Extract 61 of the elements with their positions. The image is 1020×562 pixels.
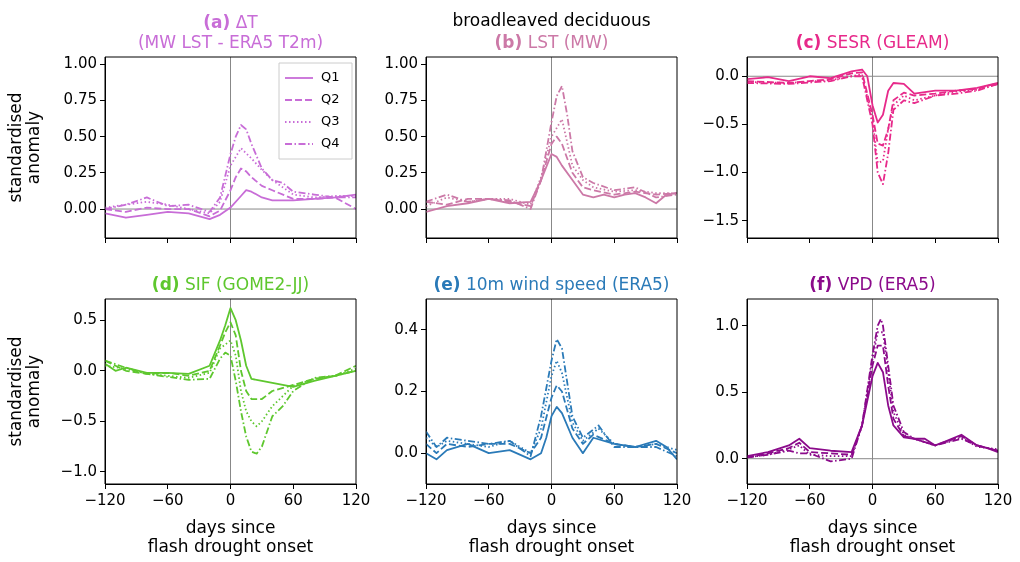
y-tick-label: 0.25	[63, 162, 97, 181]
chart-subtitle: (MW)	[563, 32, 609, 52]
x-axis-title: days since flash drought onset	[789, 517, 956, 557]
y-tick-label: 1.0	[715, 315, 739, 334]
chart-title: (d) SIF	[151, 274, 211, 294]
y-tick-label: −0.5	[60, 411, 97, 430]
y-tick-label: 0.50	[63, 126, 97, 145]
x-tick-label: −120	[84, 490, 126, 509]
chart-subtitle: (ERA5)	[878, 274, 936, 294]
y-tick-label: 0.5	[73, 310, 97, 329]
x-tick-label: −60	[472, 490, 505, 509]
chart-subtitle: (GOME2-JJ)	[215, 274, 310, 294]
y-tick-label: 0.0	[715, 448, 739, 467]
y-tick-label: 0.2	[394, 381, 418, 400]
x-tick-label: 120	[662, 490, 692, 509]
y-tick-label: 0.25	[384, 162, 418, 181]
x-tick-label: 60	[283, 490, 303, 509]
x-tick-label: 0	[867, 490, 878, 509]
chart-title: (b) LST	[494, 32, 559, 52]
chart-subtitle: (GLEAM)	[876, 32, 950, 52]
chart-subtitle: (ERA5)	[611, 274, 670, 294]
x-tick-label: 120	[341, 490, 371, 509]
y-tick-label: 0.75	[63, 90, 97, 109]
y-tick-label: 0.00	[384, 198, 418, 217]
chart-title: (e) 10m wind speed	[433, 274, 607, 294]
y-tick-label: 0.75	[384, 90, 418, 109]
x-tick-label: 60	[925, 490, 945, 509]
y-axis-title: standardised anomaly	[4, 92, 44, 203]
y-tick-label: 0.0	[394, 443, 418, 462]
x-tick-label: 120	[983, 490, 1013, 509]
y-tick-label: −1.0	[702, 162, 739, 181]
legend-label: Q1	[321, 69, 340, 85]
x-tick-label: −60	[793, 490, 826, 509]
legend-label: Q2	[321, 91, 340, 107]
x-tick-label: −120	[405, 490, 447, 509]
x-tick-label: −60	[151, 490, 184, 509]
y-tick-label: 0.4	[394, 319, 418, 338]
y-axis-title: standardised anomaly	[4, 336, 44, 447]
x-tick-label: 0	[546, 490, 557, 509]
y-tick-label: 1.00	[63, 54, 97, 73]
x-tick-label: 0	[225, 490, 236, 509]
legend-label: Q4	[321, 135, 340, 151]
x-axis-title: days since flash drought onset	[147, 517, 314, 557]
y-tick-label: 1.00	[384, 54, 418, 73]
y-tick-label: −1.5	[702, 210, 739, 229]
y-tick-label: 0.00	[63, 198, 97, 217]
y-tick-label: 0.0	[715, 66, 739, 85]
y-tick-label: 0.0	[73, 360, 97, 379]
y-tick-label: 0.50	[384, 126, 418, 145]
x-tick-label: 60	[604, 490, 624, 509]
y-tick-label: 0.5	[715, 382, 739, 401]
chart-subtitle: (MW LST - ERA5 T2m)	[137, 32, 324, 52]
y-tick-label: −1.0	[60, 461, 97, 480]
chart-title: (a) ΔT	[203, 12, 258, 32]
chart-title: (c) SESR	[795, 32, 871, 52]
y-tick-label: −0.5	[702, 114, 739, 133]
x-tick-label: −120	[726, 490, 768, 509]
text: broadleaved deciduous	[452, 10, 651, 30]
legend-label: Q3	[321, 113, 340, 129]
chart-title: (f) VPD	[809, 274, 873, 294]
x-axis-title: days since flash drought onset	[468, 517, 635, 557]
